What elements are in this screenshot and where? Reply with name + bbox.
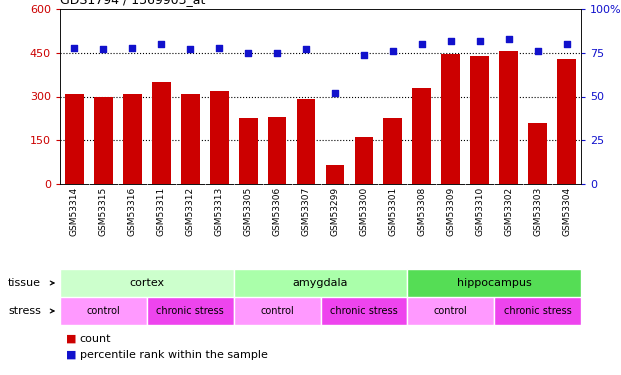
- Bar: [528, 123, 547, 184]
- Point: [214, 45, 224, 51]
- Text: GDS1794 / 1369903_at: GDS1794 / 1369903_at: [60, 0, 206, 6]
- Text: GSM53303: GSM53303: [533, 186, 542, 236]
- Text: GSM53310: GSM53310: [475, 186, 484, 236]
- Text: control: control: [260, 306, 294, 316]
- Text: GSM53299: GSM53299: [330, 186, 340, 236]
- Point: [504, 36, 514, 42]
- Bar: [325, 165, 345, 184]
- Point: [127, 45, 137, 51]
- Bar: [383, 118, 402, 184]
- Bar: [233, 297, 320, 325]
- Bar: [233, 269, 407, 297]
- Text: GSM53301: GSM53301: [388, 186, 397, 236]
- Text: GSM53315: GSM53315: [99, 186, 108, 236]
- Text: chronic stress: chronic stress: [156, 306, 224, 316]
- Point: [359, 51, 369, 57]
- Text: GSM53305: GSM53305: [243, 186, 253, 236]
- Point: [474, 38, 484, 44]
- Bar: [297, 99, 315, 184]
- Text: GSM53308: GSM53308: [417, 186, 426, 236]
- Text: stress: stress: [8, 306, 41, 316]
- Bar: [412, 88, 431, 184]
- Point: [561, 41, 571, 47]
- Text: GSM53304: GSM53304: [562, 186, 571, 236]
- Text: GSM53311: GSM53311: [157, 186, 166, 236]
- Point: [70, 45, 79, 51]
- Text: GSM53312: GSM53312: [186, 186, 195, 236]
- Text: tissue: tissue: [8, 278, 41, 288]
- Text: control: control: [86, 306, 120, 316]
- Bar: [210, 91, 229, 184]
- Text: GSM53300: GSM53300: [360, 186, 368, 236]
- Text: GSM53306: GSM53306: [273, 186, 281, 236]
- Text: GSM53314: GSM53314: [70, 186, 79, 236]
- Bar: [94, 96, 113, 184]
- Bar: [470, 56, 489, 184]
- Bar: [181, 94, 200, 184]
- Text: GSM53309: GSM53309: [446, 186, 455, 236]
- Text: cortex: cortex: [129, 278, 165, 288]
- Point: [533, 48, 543, 54]
- Bar: [557, 58, 576, 184]
- Bar: [60, 297, 147, 325]
- Bar: [442, 54, 460, 184]
- Text: chronic stress: chronic stress: [504, 306, 571, 316]
- Text: GSM53307: GSM53307: [302, 186, 310, 236]
- Text: hippocampus: hippocampus: [457, 278, 532, 288]
- Text: ■: ■: [66, 350, 77, 360]
- Bar: [320, 297, 407, 325]
- Text: control: control: [434, 306, 468, 316]
- Point: [417, 41, 427, 47]
- Bar: [60, 269, 233, 297]
- Point: [156, 41, 166, 47]
- Point: [185, 46, 195, 52]
- Bar: [268, 117, 286, 184]
- Bar: [407, 269, 581, 297]
- Text: GSM53313: GSM53313: [215, 186, 224, 236]
- Text: ■: ■: [66, 334, 77, 344]
- Point: [446, 38, 456, 44]
- Point: [99, 46, 109, 52]
- Point: [301, 46, 311, 52]
- Text: count: count: [80, 334, 111, 344]
- Text: percentile rank within the sample: percentile rank within the sample: [80, 350, 268, 360]
- Text: GSM53316: GSM53316: [128, 186, 137, 236]
- Text: amygdala: amygdala: [292, 278, 348, 288]
- Point: [272, 50, 282, 56]
- Point: [243, 50, 253, 56]
- Bar: [123, 94, 142, 184]
- Text: chronic stress: chronic stress: [330, 306, 398, 316]
- Bar: [65, 94, 84, 184]
- Bar: [499, 51, 518, 184]
- Text: GSM53302: GSM53302: [504, 186, 513, 236]
- Bar: [238, 118, 258, 184]
- Point: [388, 48, 398, 54]
- Bar: [407, 297, 494, 325]
- Bar: [152, 82, 171, 184]
- Point: [330, 90, 340, 96]
- Bar: [494, 297, 581, 325]
- Bar: [355, 137, 373, 184]
- Bar: [147, 297, 233, 325]
